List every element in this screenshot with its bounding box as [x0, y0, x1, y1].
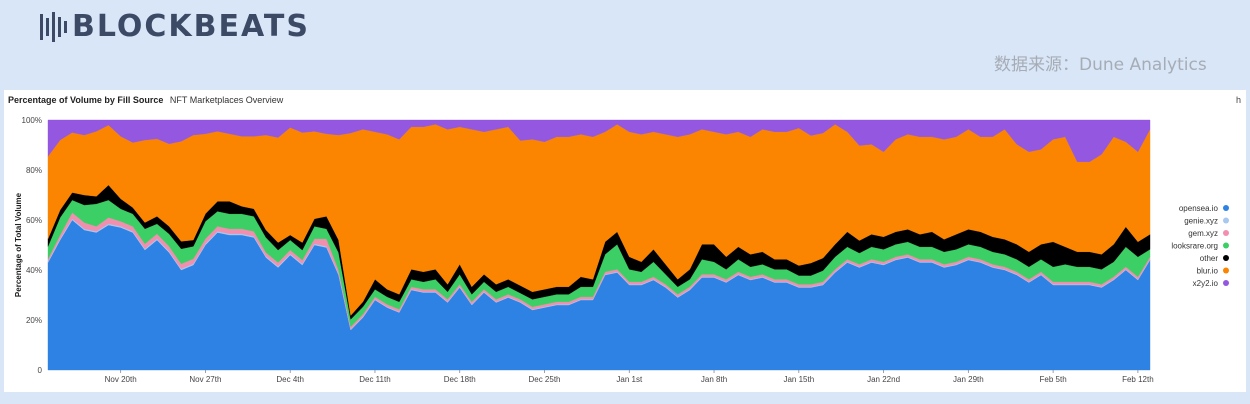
area-x2y2-io: [47, 119, 1151, 162]
panel-subtitle: NFT Marketplaces Overview: [169, 95, 284, 105]
legend-marker-looksrare-org: [1223, 242, 1229, 249]
legend-label: other: [1200, 254, 1219, 263]
y-tick-label: 20%: [26, 316, 42, 325]
y-tick-label: 60%: [26, 216, 42, 225]
x-tick-label: Dec 25th: [528, 375, 560, 384]
data-source-label: 数据来源：: [994, 55, 1079, 75]
x-tick-label: Jan 1st: [616, 375, 643, 384]
x-tick-label: Dec 18th: [444, 375, 476, 384]
data-source-name: Dune Analytics: [1079, 55, 1207, 75]
legend-marker-blur-io: [1223, 267, 1229, 274]
x-tick-label: Dec 4th: [276, 375, 304, 384]
y-tick-label: 100%: [22, 116, 42, 125]
panel-header: Percentage of Volume by Fill Source NFT …: [8, 95, 283, 105]
legend-label: genie.xyz: [1184, 217, 1218, 226]
legend-marker-other: [1223, 255, 1229, 261]
panel-title: Percentage of Volume by Fill Source: [8, 95, 164, 105]
x-tick-label: Feb 5th: [1040, 375, 1067, 384]
x-tick-label: Feb 12th: [1122, 375, 1154, 384]
brand-name: BLOCKBEATS: [72, 9, 310, 44]
x-tick-label: Jan 8th: [701, 375, 727, 384]
legend-marker-genie-xyz: [1223, 217, 1229, 224]
legend-marker-x2y2-io: [1223, 280, 1229, 286]
brand-logo: BLOCKBEATS: [40, 10, 310, 44]
y-tick-label: 0: [38, 366, 43, 375]
legend-marker-opensea-io: [1223, 205, 1229, 211]
y-tick-label: 40%: [26, 266, 42, 275]
chart-panel: 0 20% 40% 60% 80% 100% Nov 20th Nov 27th Dec 4th…: [4, 90, 1246, 392]
stacked-area-chart: 0 20% 40% 60% 80% 100% Nov 20th Nov 27th Dec 4th…: [14, 116, 1229, 384]
x-tick-label: Nov 20th: [105, 375, 137, 384]
legend-label: opensea.io: [1179, 204, 1219, 213]
legend-marker-gem-xyz: [1223, 230, 1229, 236]
blockbeats-logo-icon: [40, 12, 67, 42]
x-tick-label: Nov 27th: [189, 375, 221, 384]
x-tick-label: Jan 29th: [953, 375, 984, 384]
x-tick-label: Jan 22nd: [867, 375, 900, 384]
legend-label: blur.io: [1197, 267, 1219, 276]
panel-corner-label: h: [1235, 95, 1241, 105]
legend-label: looksrare.org: [1171, 242, 1218, 251]
y-axis-label: Percentage of Total Volume: [14, 192, 23, 297]
x-tick-label: Dec 11th: [359, 375, 390, 384]
legend-label: gem.xyz: [1188, 229, 1218, 238]
x-tick-label: Jan 15th: [783, 375, 814, 384]
legend-label: x2y2.io: [1193, 279, 1219, 288]
y-tick-label: 80%: [26, 166, 42, 175]
data-source: 数据来源：Dune Analytics: [994, 50, 1207, 75]
